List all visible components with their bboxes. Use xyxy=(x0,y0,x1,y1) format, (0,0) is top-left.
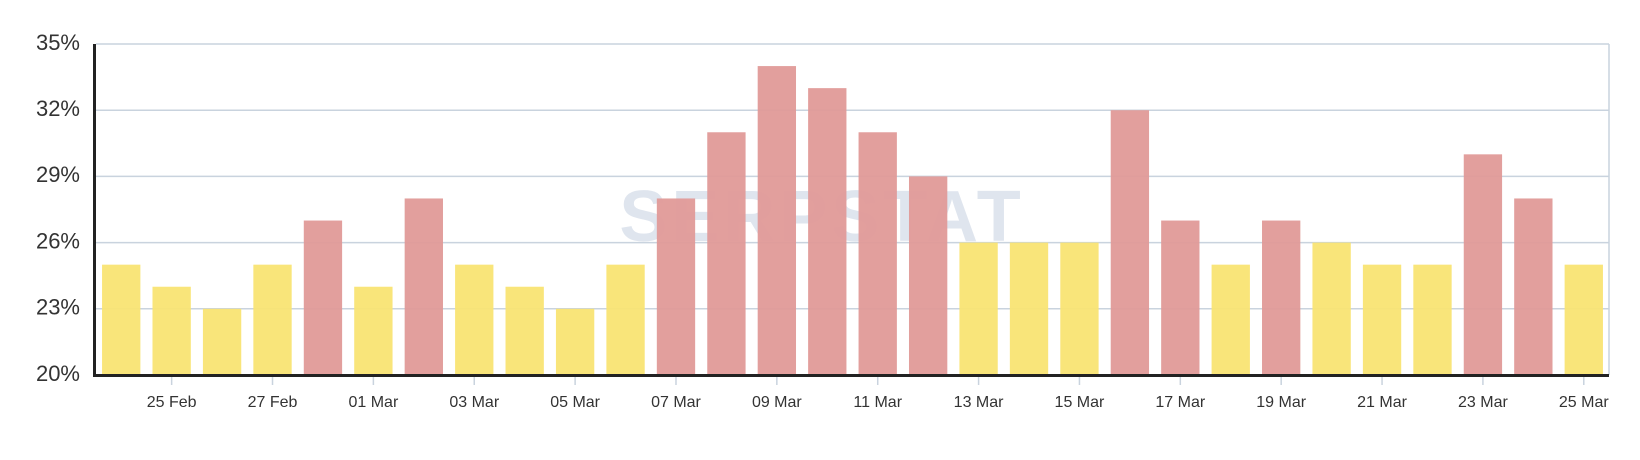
bar xyxy=(1110,110,1150,375)
x-tick-label: 19 Mar xyxy=(1256,394,1306,411)
y-tick-label: 20% xyxy=(36,361,80,386)
bar xyxy=(1211,264,1250,375)
x-tick-label: 25 Mar xyxy=(1559,394,1609,411)
bar xyxy=(707,132,746,375)
x-tick-label: 27 Feb xyxy=(248,394,298,411)
bar xyxy=(1060,242,1099,375)
bar xyxy=(152,286,191,375)
y-tick-label: 32% xyxy=(36,96,80,121)
x-tick-label: 25 Feb xyxy=(147,394,197,411)
y-tick-label: 29% xyxy=(36,162,80,187)
x-tick-label: 09 Mar xyxy=(752,394,802,411)
bar xyxy=(1463,154,1503,375)
bar xyxy=(959,242,998,375)
y-tick-label: 23% xyxy=(36,295,80,320)
bar xyxy=(1362,264,1402,375)
x-tick-label: 05 Mar xyxy=(550,394,600,411)
bar xyxy=(1564,264,1603,375)
bar xyxy=(1514,198,1553,375)
x-tick-label: 11 Mar xyxy=(853,394,902,411)
bar xyxy=(455,264,494,375)
x-tick-label: 01 Mar xyxy=(348,394,398,411)
bar xyxy=(202,308,242,375)
bar xyxy=(908,176,948,375)
bar xyxy=(505,286,544,375)
x-tick-label: 03 Mar xyxy=(449,394,499,411)
bar xyxy=(808,88,847,375)
bar xyxy=(1312,242,1351,375)
bar xyxy=(555,308,595,375)
x-tick-label: 21 Mar xyxy=(1357,394,1407,411)
y-tick-label: 26% xyxy=(36,228,80,253)
bar xyxy=(404,198,443,375)
bar xyxy=(354,286,393,375)
x-tick-label: 23 Mar xyxy=(1458,394,1508,411)
y-tick-label: 35% xyxy=(36,30,80,55)
bar xyxy=(606,264,645,375)
bar xyxy=(1413,264,1452,375)
bar xyxy=(102,264,141,375)
x-tick-label: 07 Mar xyxy=(651,394,701,411)
bar xyxy=(253,264,292,375)
bar xyxy=(757,66,797,376)
bar xyxy=(303,220,343,375)
bar xyxy=(858,132,897,375)
x-tick-label: 17 Mar xyxy=(1155,394,1205,411)
x-tick-label: 13 Mar xyxy=(954,394,1004,411)
bar xyxy=(656,198,696,375)
bar xyxy=(1009,242,1049,375)
bar xyxy=(1161,220,1200,375)
x-tick-label: 15 Mar xyxy=(1055,394,1105,411)
bar xyxy=(1262,220,1301,375)
